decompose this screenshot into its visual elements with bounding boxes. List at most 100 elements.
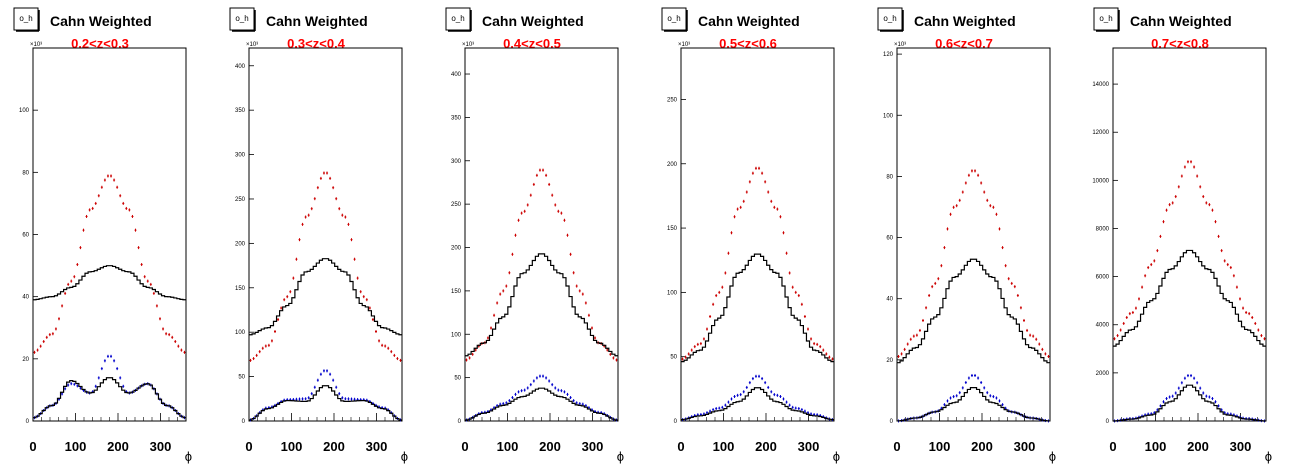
series-step-line (897, 387, 1050, 422)
x-tick-label: 200 (755, 439, 777, 454)
plot-frame (1112, 47, 1267, 422)
y-tick-label: 80 (886, 174, 893, 180)
y-tick-label: 12000 (1092, 130, 1109, 136)
y-tick-label: 40 (886, 297, 893, 303)
y-tick-label: 50 (454, 376, 461, 382)
x-tick-label: 0 (245, 439, 252, 454)
x-tick-label: 200 (539, 439, 561, 454)
y-tick-label: 250 (451, 202, 462, 208)
y-tick-label: 20 (22, 357, 29, 363)
chart-subtitle: 0.6<z<0.7 (935, 36, 993, 51)
x-tick-label: 300 (582, 439, 604, 454)
series (1113, 160, 1266, 341)
series (465, 374, 618, 422)
chart-panel: o_h Cahn Weighted 0.2<z<0.3 ×10³ 0 20 40 60 80 10… (13, 7, 192, 464)
x-axis-label: ϕ (1049, 449, 1056, 464)
x-tick-label: 200 (107, 439, 129, 454)
y-tick-label: 40 (22, 295, 29, 301)
y-tick-label: 0 (1106, 419, 1110, 425)
x-tick-label: 0 (29, 439, 36, 454)
chart-title: Cahn Weighted (1130, 13, 1232, 29)
chart-subtitle: 0.5<z<0.6 (719, 36, 777, 51)
y-tick-label: 0 (242, 419, 246, 425)
y-exponent-label: ×10³ (894, 42, 906, 48)
series (1113, 384, 1266, 422)
y-tick-label: 20 (886, 358, 893, 364)
x-tick-label: 100 (929, 439, 951, 454)
y-tick-label: 200 (667, 162, 678, 168)
y-tick-label: 100 (667, 290, 678, 296)
series (897, 373, 1050, 423)
chart-panel: o_h Cahn Weighted 0.6<z<0.7 ×10³ 0 20 40 60 80 10… (877, 7, 1056, 464)
x-tick-label: 100 (281, 439, 303, 454)
y-tick-label: 14000 (1092, 82, 1109, 88)
chart-panel: o_h Cahn Weighted0.7<z<0.8020004000600080… (1092, 7, 1272, 464)
x-axis-label: ϕ (617, 449, 624, 464)
series (249, 258, 402, 336)
y-tick-label: 100 (451, 332, 462, 338)
y-tick-label: 300 (235, 153, 246, 159)
series (1113, 374, 1266, 423)
x-axis-label: ϕ (833, 449, 840, 464)
y-tick-label: 60 (886, 236, 893, 242)
histogram-name-box (1093, 7, 1119, 31)
chart-title: Cahn Weighted (914, 13, 1016, 29)
series (249, 171, 402, 362)
x-tick-label: 200 (323, 439, 345, 454)
histogram-name-box (445, 7, 471, 31)
y-tick-label: 0 (890, 419, 894, 425)
y-tick-label: 200 (451, 246, 462, 252)
series (33, 354, 186, 420)
chart-title: Cahn Weighted (266, 13, 368, 29)
y-tick-label: 250 (667, 97, 678, 103)
y-tick-label: 250 (235, 197, 246, 203)
chart-subtitle: 0.7<z<0.8 (1151, 36, 1209, 51)
x-tick-label: 100 (65, 439, 87, 454)
histogram-name: o_h (235, 14, 248, 23)
y-tick-label: 150 (235, 286, 246, 292)
y-tick-label: 400 (451, 72, 462, 78)
series (33, 174, 186, 354)
x-tick-label: 0 (461, 439, 468, 454)
y-tick-label: 60 (22, 233, 29, 239)
series (897, 387, 1050, 422)
y-tick-label: 350 (235, 108, 246, 114)
y-tick-label: 4000 (1096, 323, 1110, 329)
y-tick-label: 2000 (1096, 371, 1110, 377)
plot-frame (32, 47, 187, 422)
chart-subtitle: 0.2<z<0.3 (71, 36, 129, 51)
x-tick-label: 300 (798, 439, 820, 454)
series (465, 387, 618, 421)
series-step-line (465, 387, 618, 421)
y-tick-label: 50 (238, 375, 245, 381)
y-tick-label: 0 (674, 419, 678, 425)
y-tick-label: 8000 (1096, 226, 1110, 232)
plot-frame (464, 47, 619, 422)
y-tick-label: 400 (235, 64, 246, 70)
x-axis-label: ϕ (185, 449, 192, 464)
x-tick-label: 300 (1230, 439, 1252, 454)
series-step-line (33, 377, 186, 419)
y-tick-label: 80 (22, 170, 29, 176)
x-tick-label: 300 (366, 439, 388, 454)
plot-frame (896, 47, 1051, 422)
histogram-name: o_h (883, 14, 896, 23)
histogram-name: o_h (451, 14, 464, 23)
y-exponent-label: ×10³ (462, 42, 474, 48)
chart-subtitle: 0.3<z<0.4 (287, 36, 346, 51)
series (465, 253, 618, 357)
histogram-name: o_h (667, 14, 680, 23)
y-tick-label: 350 (451, 115, 462, 121)
chart-title: Cahn Weighted (482, 13, 584, 29)
series (681, 387, 834, 421)
chart-panel: o_h Cahn Weighted 0.5<z<0.6 ×10³ 0 50 100 150 20… (661, 7, 840, 464)
series (33, 265, 186, 301)
chart-panel: o_h Cahn Weighted 0.4<z<0.5 ×10³ 0 50 100 150 20… (445, 7, 624, 464)
y-tick-label: 100 (235, 330, 246, 336)
x-tick-label: 0 (1109, 439, 1116, 454)
x-tick-label: 0 (677, 439, 684, 454)
histogram-name: o_h (19, 14, 32, 23)
plot-frame (680, 47, 835, 422)
y-tick-label: 300 (451, 159, 462, 165)
